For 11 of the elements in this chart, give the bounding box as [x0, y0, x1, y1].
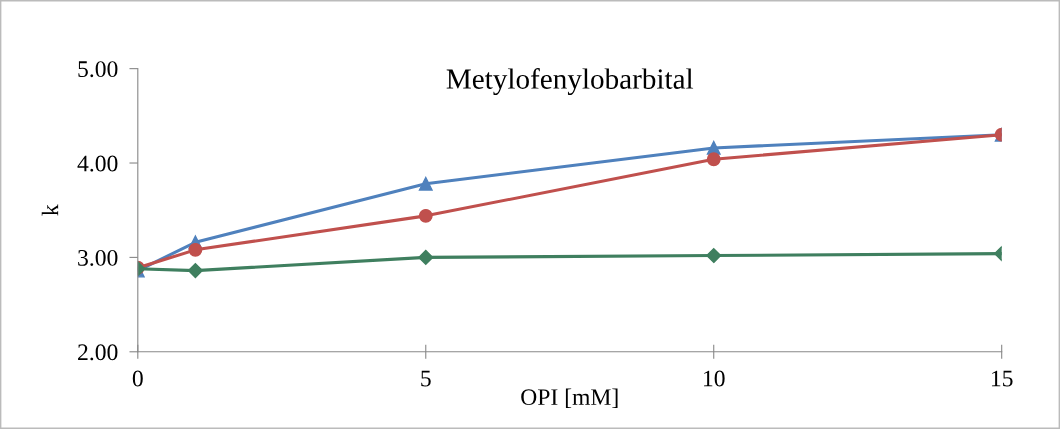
y-tick-label: 3.00 — [78, 249, 118, 266]
y-tick-label: 2.00 — [78, 344, 118, 361]
x-tick-label: 0 — [132, 370, 143, 387]
x-axis-title: OPI [mM] — [521, 388, 618, 409]
x-tick-label: 10 — [704, 370, 725, 387]
y-axis-title: k — [41, 204, 59, 216]
x-tick-label: 5 — [421, 370, 431, 387]
chart-title: Metylofenylobarbital — [446, 68, 694, 95]
y-tick-label: 4.00 — [77, 155, 118, 172]
x-tick-label: 15 — [991, 370, 1013, 387]
y-tick-label: 5.00 — [78, 61, 118, 78]
